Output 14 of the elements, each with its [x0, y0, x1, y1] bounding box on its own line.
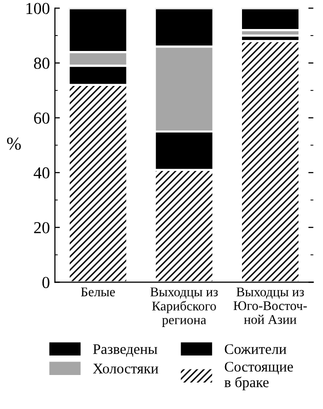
- y-tick-label: 0: [42, 276, 50, 288]
- legend-label: Состоящие в браке: [224, 362, 293, 390]
- x-tick-label: Белые: [80, 288, 115, 296]
- y-axis-title: %: [7, 138, 21, 150]
- y-tick-label: 40: [34, 167, 50, 179]
- y-tick-label: 80: [34, 58, 50, 69]
- legend-label: Разведены: [93, 344, 158, 357]
- x-tick-label: Выходцы из Карибского региона: [150, 288, 218, 327]
- legend-label: Сожители: [224, 344, 286, 354]
- legend-label: Холостяки: [92, 364, 158, 374]
- x-tick-label: Выходцы из Юго-Восточ- ной Азии: [234, 288, 307, 324]
- y-tick-label: 60: [34, 112, 50, 124]
- y-tick-label: 100: [26, 2, 50, 14]
- y-tick-label: 20: [34, 222, 50, 234]
